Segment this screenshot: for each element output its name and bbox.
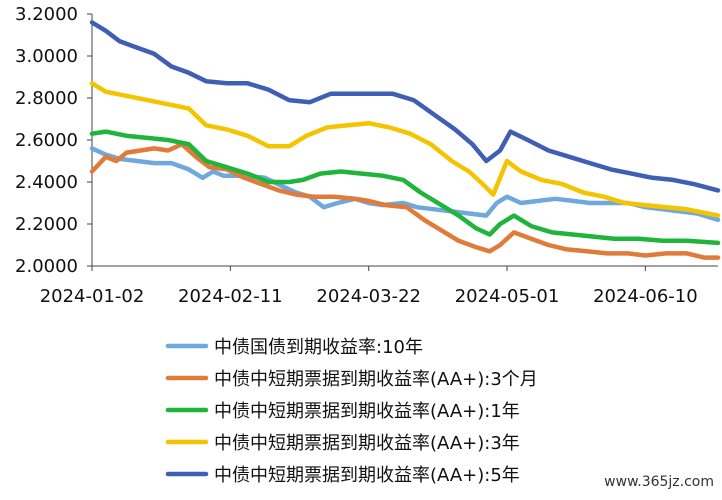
- x-tick-label: 2024-05-01: [455, 286, 560, 307]
- y-tick-label: 2.8000: [15, 88, 78, 109]
- series-line-5: [89, 20, 721, 193]
- legend-label-3: 中债中短期票据到期收益率(AA+):1年: [214, 401, 520, 422]
- series-line-4: [89, 81, 721, 218]
- x-tick-label: 2024-02-11: [178, 286, 283, 307]
- legend-label-4: 中债中短期票据到期收益率(AA+):3年: [214, 433, 520, 454]
- watermark: www.365jz.com: [604, 474, 714, 490]
- legend-label-1: 中债国债到期收益率:10年: [214, 337, 423, 358]
- series-line-2: [89, 141, 721, 260]
- y-tick-label: 2.4000: [15, 172, 78, 193]
- legend-label-5: 中债中短期票据到期收益率(AA+):5年: [214, 465, 520, 486]
- series-line-3: [89, 129, 721, 246]
- y-tick-label: 3.2000: [15, 4, 78, 25]
- x-tick-label: 2024-06-10: [593, 286, 698, 307]
- y-tick-label: 2.0000: [15, 256, 78, 277]
- y-tick-label: 2.2000: [15, 214, 78, 235]
- x-tick-label: 2024-01-02: [40, 286, 145, 307]
- legend-label-2: 中债中短期票据到期收益率(AA+):3个月: [214, 369, 538, 390]
- x-tick-label: 2024-03-22: [316, 286, 421, 307]
- y-tick-label: 2.6000: [15, 130, 78, 151]
- y-tick-label: 3.0000: [15, 46, 78, 67]
